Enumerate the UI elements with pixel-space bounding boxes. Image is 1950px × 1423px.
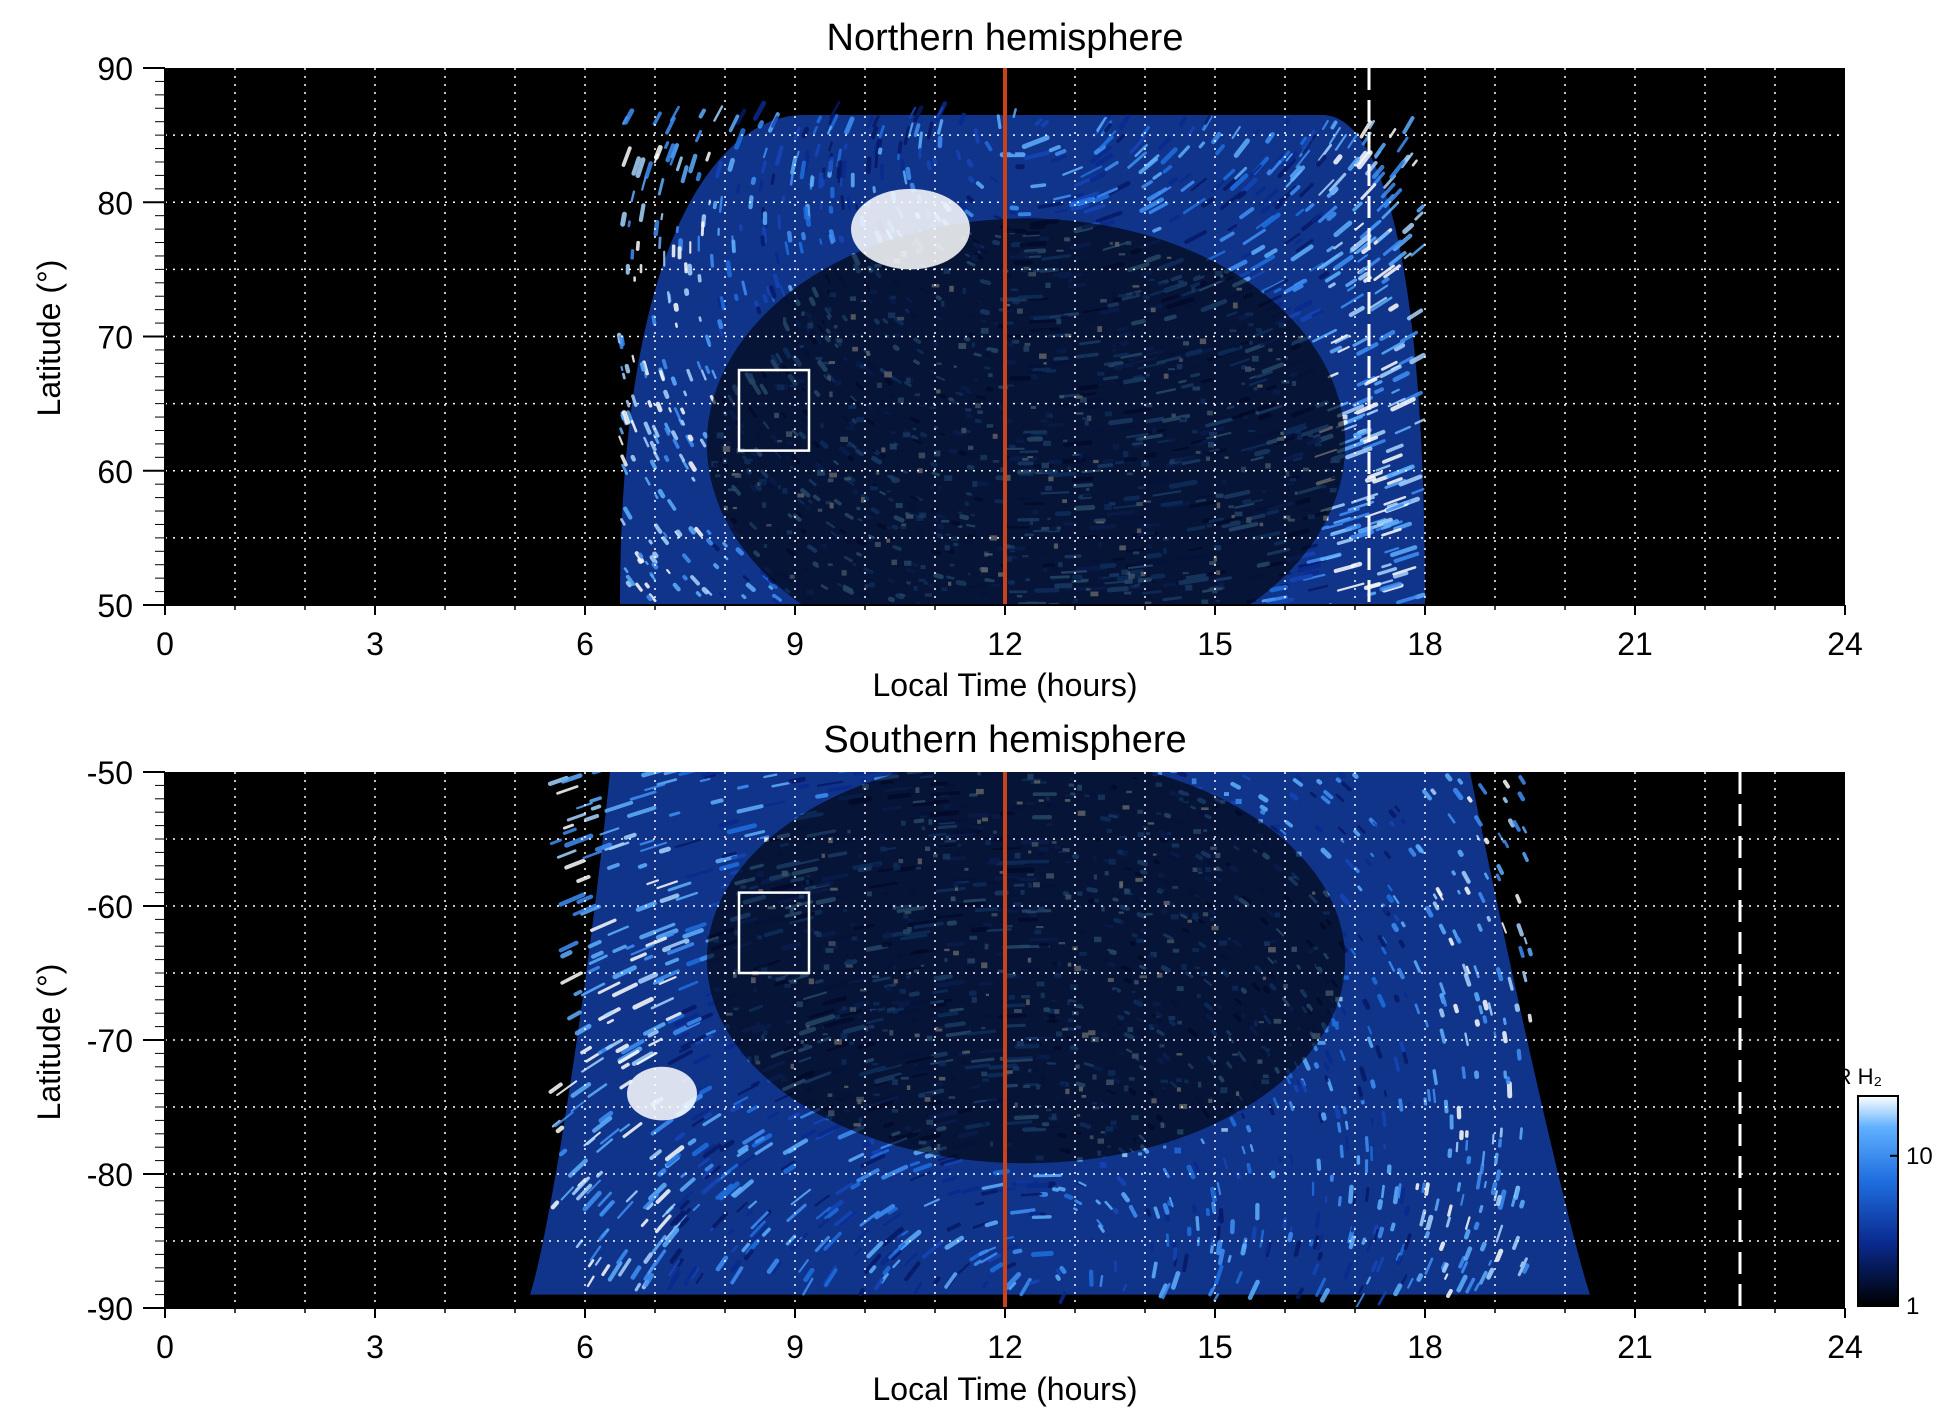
y-tick-label: 90 — [97, 51, 133, 87]
x-tick-label: 15 — [1197, 626, 1233, 662]
south-xlabel: Local Time (hours) — [873, 1371, 1138, 1407]
region-box — [737, 368, 811, 452]
heatmap-area — [616, 100, 1426, 605]
colorbar-gradient — [1857, 1095, 1899, 1307]
colorbar-tick-label: 1 — [1906, 1293, 1919, 1320]
x-tick-label: 15 — [1197, 1329, 1233, 1365]
north-panel: Northern hemisphere Local Time (hours) L… — [31, 17, 1863, 703]
x-tick-label: 24 — [1827, 626, 1863, 662]
x-tick-label: 3 — [366, 1329, 384, 1365]
y-tick-label: -90 — [87, 1291, 133, 1327]
colorbar-unit: kR H₂ — [1825, 1064, 1882, 1089]
x-tick-label: 21 — [1617, 1329, 1653, 1365]
y-tick-label: 80 — [97, 185, 133, 221]
polar-cap-dark — [706, 772, 1346, 1164]
y-tick-label: 50 — [97, 588, 133, 624]
x-tick-label: 12 — [987, 626, 1023, 662]
x-tick-label: 3 — [366, 626, 384, 662]
north-xlabel: Local Time (hours) — [873, 667, 1138, 703]
y-tick-label: 60 — [97, 454, 133, 490]
heatmap-area — [530, 772, 1590, 1308]
south-panel: Southern hemisphere Local Time (hours) L… — [31, 719, 1863, 1407]
region-box — [737, 891, 811, 975]
south-title: Southern hemisphere — [823, 719, 1186, 761]
x-tick-label: 18 — [1407, 626, 1443, 662]
colorbar-tick-label: 10 — [1906, 1143, 1933, 1170]
colorbar: kR H₂ 1 10 — [1825, 1064, 1933, 1320]
bright-auroral-region — [851, 188, 970, 270]
y-tick-label: -60 — [87, 889, 133, 925]
x-tick-label: 9 — [786, 1329, 804, 1365]
north-ylabel: Latitude (°) — [31, 260, 67, 417]
x-tick-label: 12 — [987, 1329, 1023, 1365]
x-tick-label: 0 — [156, 1329, 174, 1365]
x-tick-label: 6 — [576, 1329, 594, 1365]
x-tick-label: 6 — [576, 626, 594, 662]
y-tick-label: -80 — [87, 1157, 133, 1193]
x-tick-label: 21 — [1617, 626, 1653, 662]
x-tick-label: 18 — [1407, 1329, 1443, 1365]
x-tick-label: 24 — [1827, 1329, 1863, 1365]
y-tick-label: -50 — [87, 755, 133, 791]
x-tick-label: 0 — [156, 626, 174, 662]
x-tick-label: 9 — [786, 626, 804, 662]
y-tick-label: -70 — [87, 1023, 133, 1059]
polar-cap-dark — [706, 218, 1346, 605]
north-title: Northern hemisphere — [827, 17, 1184, 59]
y-tick-label: 70 — [97, 320, 133, 356]
bright-auroral-region — [627, 1066, 697, 1121]
south-ylabel: Latitude (°) — [31, 964, 67, 1121]
